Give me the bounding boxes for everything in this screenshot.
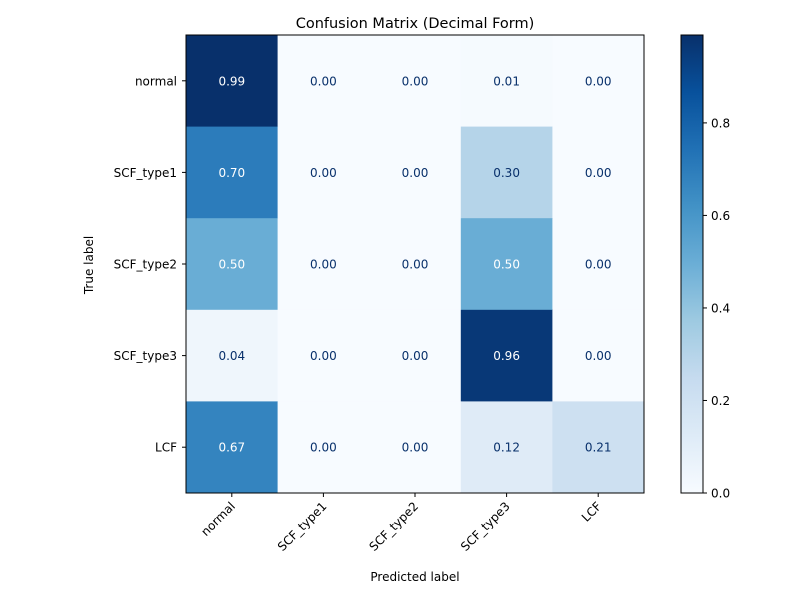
matrix-cells: 0.99 0.00 0.00 0.01 0.00 0.70 0.00 0.00 0.30 0.00…: [186, 35, 645, 494]
y-tick-label: SCF_type1: [114, 166, 177, 180]
matrix-cell: [369, 218, 462, 311]
cell-value-label: 0.00: [585, 258, 612, 272]
matrix-cell: [460, 218, 553, 311]
cell-value-label: 0.00: [585, 74, 612, 88]
x-tick-label: LCF: [579, 499, 605, 525]
cell-value-label: 0.30: [493, 166, 520, 180]
matrix-cell: [369, 401, 462, 494]
cell-value-label: 0.50: [218, 258, 245, 272]
matrix-cell: [552, 309, 645, 402]
cell-value-label: 0.00: [310, 349, 337, 363]
cell-value-label: 0.00: [310, 441, 337, 455]
matrix-cell: [277, 401, 370, 494]
matrix-cell: [552, 126, 645, 219]
matrix-cell: [277, 35, 370, 128]
cell-value-label: 0.00: [402, 349, 429, 363]
x-tick-label: normal: [198, 499, 238, 539]
cell-value-label: 0.01: [493, 74, 520, 88]
cell-value-label: 0.04: [218, 349, 245, 363]
matrix-cell: [460, 126, 553, 219]
cell-value-label: 0.50: [493, 258, 520, 272]
colorbar-frame: [680, 34, 704, 494]
cell-value-label: 0.12: [493, 441, 520, 455]
matrix-cell: [460, 401, 553, 494]
y-tick-label: SCF_type3: [114, 349, 177, 363]
matrix-cell: [552, 35, 645, 128]
cell-value-label: 0.00: [402, 258, 429, 272]
cell-value-label: 0.96: [493, 349, 520, 363]
matrix-cell: [186, 309, 279, 402]
colorbar-tick-label: 0.4: [711, 301, 730, 315]
cell-value-label: 0.00: [585, 349, 612, 363]
y-tick-label: normal: [135, 74, 177, 88]
matrix-cell: [552, 401, 645, 494]
x-tick-label: SCF_type3: [458, 499, 513, 554]
matrix-cell: [460, 35, 553, 128]
matrix-cell: [460, 309, 553, 402]
colorbar-tick-label: 0.2: [711, 394, 730, 408]
matrix-cell: [369, 126, 462, 219]
y-axis-label: True label: [82, 236, 96, 295]
cell-value-label: 0.67: [218, 441, 245, 455]
chart-title: Confusion Matrix (Decimal Form): [296, 16, 535, 32]
colorbar-tick-label: 0.0: [711, 487, 730, 501]
cell-value-label: 0.00: [310, 74, 337, 88]
matrix-cell: [186, 218, 279, 311]
x-tick-label: SCF_type1: [275, 499, 330, 554]
matrix-cell: [186, 35, 279, 128]
matrix-cell: [369, 35, 462, 128]
cell-value-label: 0.00: [402, 166, 429, 180]
colorbar: 0.0 0.2 0.4 0.6 0.8: [680, 34, 730, 501]
matrix-cell: [369, 309, 462, 402]
matrix-cell: [277, 309, 370, 402]
cell-value-label: 0.99: [218, 74, 245, 88]
matrix-cell: [552, 218, 645, 311]
cell-value-label: 0.21: [585, 441, 612, 455]
colorbar-tick-label: 0.8: [711, 116, 730, 130]
cell-value-label: 0.00: [310, 166, 337, 180]
x-axis-label: Predicted label: [370, 570, 459, 584]
matrix-cell: [277, 218, 370, 311]
matrix-cell: [277, 126, 370, 219]
colorbar-gradient: [681, 35, 703, 493]
x-tick-label: SCF_type2: [366, 499, 421, 554]
cell-value-label: 0.00: [310, 258, 337, 272]
cell-value-label: 0.00: [402, 441, 429, 455]
colorbar-tick-label: 0.6: [711, 209, 730, 223]
cell-value-label: 0.00: [585, 166, 612, 180]
y-tick-label: LCF: [155, 441, 177, 455]
matrix-cell: [186, 126, 279, 219]
cell-value-label: 0.70: [218, 166, 245, 180]
y-tick-label: SCF_type2: [114, 258, 177, 272]
cell-value-label: 0.00: [402, 74, 429, 88]
matrix-cell: [186, 401, 279, 494]
